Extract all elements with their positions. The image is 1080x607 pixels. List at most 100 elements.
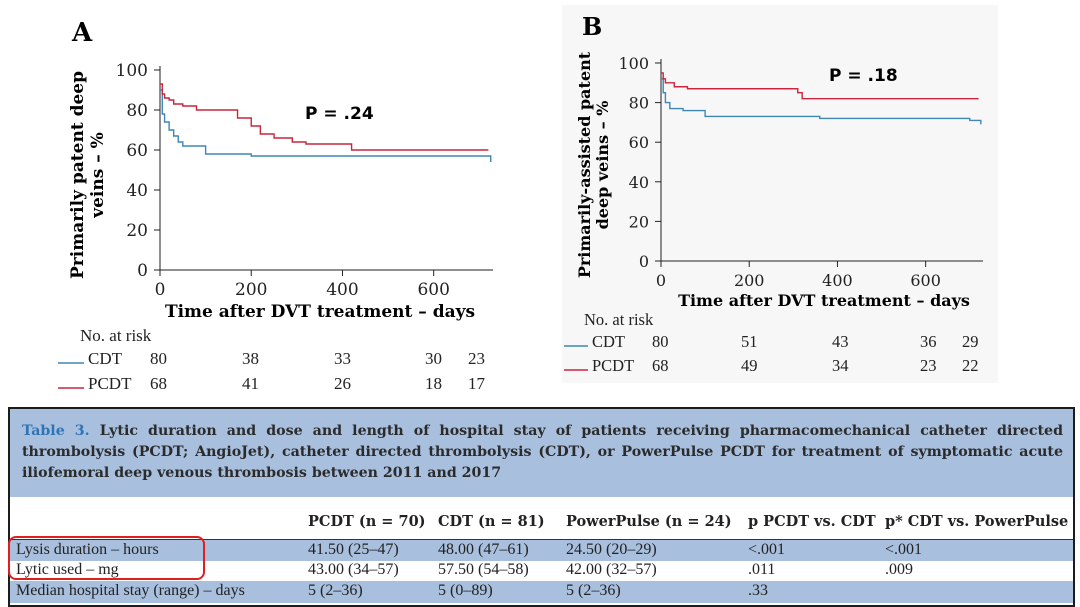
table-cell: 5 (0–89) (438, 582, 493, 599)
p-value-label: P = .18 (829, 66, 898, 86)
risk-table-a: No. at risk CDT 80 38 33 30 23 PCDT 68 4… (50, 323, 535, 403)
table-cell: .011 (748, 561, 776, 578)
table-cell: <.001 (748, 541, 786, 558)
risk-value: 29 (962, 332, 979, 351)
y-tick-label: 40 (629, 173, 649, 192)
y-tick-label: 60 (629, 133, 649, 152)
y-tick-label: 20 (126, 221, 148, 241)
cdt-legend-line (58, 362, 84, 364)
risk-value: 80 (150, 349, 167, 368)
pcdt-curve (661, 72, 979, 100)
column-header: CDT (n = 81) (438, 513, 545, 530)
panel-letter: A (71, 18, 93, 48)
risk-value: 30 (425, 349, 442, 368)
data-table: Table 3. Lytic duration and dose and len… (8, 407, 1075, 607)
table-cell: 57.50 (54–58) (438, 561, 529, 578)
risk-value: 51 (741, 332, 758, 351)
row-label: Lytic used – mg (16, 561, 119, 578)
table-cell: .009 (885, 561, 913, 578)
y-axis-label-line1: Primarily-assisted patent (575, 51, 594, 278)
table-cell: 5 (2–36) (566, 582, 621, 599)
highlight-box (8, 536, 205, 580)
table-cell: 5 (2–36) (308, 582, 363, 599)
risk-value: 43 (832, 332, 849, 351)
pcdt-curve (160, 83, 489, 151)
y-axis-label-line2: deep veins – % (593, 101, 612, 230)
x-axis-label: Time after DVT treatment – days (165, 302, 475, 322)
risk-table-b: No. at risk CDT 80 51 43 36 29 PCDT 68 4… (562, 309, 998, 383)
risk-value: 49 (741, 356, 758, 375)
risk-value: 68 (150, 374, 167, 393)
table-cell: 43.00 (34–57) (308, 561, 399, 578)
column-header: PCDT (n = 70) (308, 513, 426, 530)
y-tick-label: 0 (639, 252, 649, 271)
risk-value: 22 (962, 356, 979, 375)
survival-curves (160, 83, 492, 162)
table-row: Median hospital stay (range) – days 5 (2… (10, 581, 1073, 603)
y-tick-label: 20 (629, 212, 649, 231)
x-tick-label: 400 (326, 280, 358, 300)
table-number: Table 3. (22, 423, 90, 439)
panel-a: A Primarily patent deep veins – % 100 80 6… (50, 5, 535, 400)
cdt-legend-line (564, 345, 588, 347)
risk-value: 33 (334, 349, 351, 368)
table-cell: 41.50 (25–47) (308, 541, 399, 558)
risk-value: 23 (920, 356, 937, 375)
x-tick-label: 200 (235, 280, 267, 300)
y-tick-label: 100 (116, 61, 148, 81)
table-header-row: PCDT (n = 70) CDT (n = 81) PowerPulse (n… (10, 505, 1073, 539)
y-tick-label: 100 (618, 54, 649, 73)
survival-curves (661, 72, 982, 125)
risk-value: 38 (242, 349, 259, 368)
table-row: Lysis duration – hours 41.50 (25–47) 48.… (10, 539, 1073, 561)
table-cell: 42.00 (32–57) (566, 561, 657, 578)
risk-value: 17 (468, 374, 485, 393)
risk-value: 26 (334, 374, 351, 393)
risk-value: 36 (920, 332, 937, 351)
panel-b: B Primarily-assisted patent deep veins –… (562, 5, 998, 383)
p-value-label: P = .24 (305, 104, 374, 124)
table-cell: <.001 (885, 541, 923, 558)
column-header: p PCDT vs. CDT (748, 513, 876, 530)
x-tick-label: 0 (155, 280, 166, 300)
km-chart-b: B Primarily-assisted patent deep veins –… (575, 12, 983, 310)
panel-letter: B (582, 12, 602, 41)
risk-label: CDT (88, 349, 122, 368)
caption-text: Lytic duration and dose and length of ho… (22, 423, 1063, 481)
risk-value: 18 (425, 374, 442, 393)
x-axis-label: Time after DVT treatment – days (678, 291, 970, 310)
table-cell: 48.00 (47–61) (438, 541, 529, 558)
y-tick-label: 60 (126, 141, 148, 161)
y-axis-label-line2: veins – % (88, 132, 108, 219)
risk-value: 80 (652, 332, 669, 351)
row-label: Lysis duration – hours (16, 541, 159, 558)
column-header: p* CDT vs. PowerPulse (885, 513, 1069, 530)
table-cell: 24.50 (20–29) (566, 541, 657, 558)
cdt-curve (661, 78, 982, 125)
pcdt-legend-line (564, 369, 588, 371)
x-tick-label: 400 (822, 271, 853, 290)
y-tick-label: 40 (126, 181, 148, 201)
risk-label: PCDT (592, 356, 635, 375)
risk-value: 68 (652, 356, 669, 375)
risk-title: No. at risk (80, 326, 152, 345)
x-tick-label: 200 (734, 271, 765, 290)
pcdt-legend-line (58, 387, 84, 389)
km-chart-a: A Primarily patent deep veins – % 100 80 6… (68, 18, 493, 322)
risk-value: 34 (832, 356, 849, 375)
y-tick-label: 80 (629, 94, 649, 113)
risk-label: CDT (592, 332, 625, 351)
table-caption: Table 3. Lytic duration and dose and len… (10, 409, 1073, 497)
cdt-curve (160, 89, 492, 162)
y-tick-label: 80 (126, 101, 148, 121)
y-tick-label: 0 (137, 261, 148, 281)
x-tick-label: 0 (656, 271, 666, 290)
table-row: Lytic used – mg 43.00 (34–57) 57.50 (54–… (10, 560, 1073, 581)
risk-value: 41 (242, 374, 259, 393)
row-label: Median hospital stay (range) – days (16, 582, 245, 599)
column-header: PowerPulse (n = 24) (566, 513, 732, 530)
table-cell: .33 (748, 582, 768, 599)
risk-label: PCDT (88, 374, 132, 393)
